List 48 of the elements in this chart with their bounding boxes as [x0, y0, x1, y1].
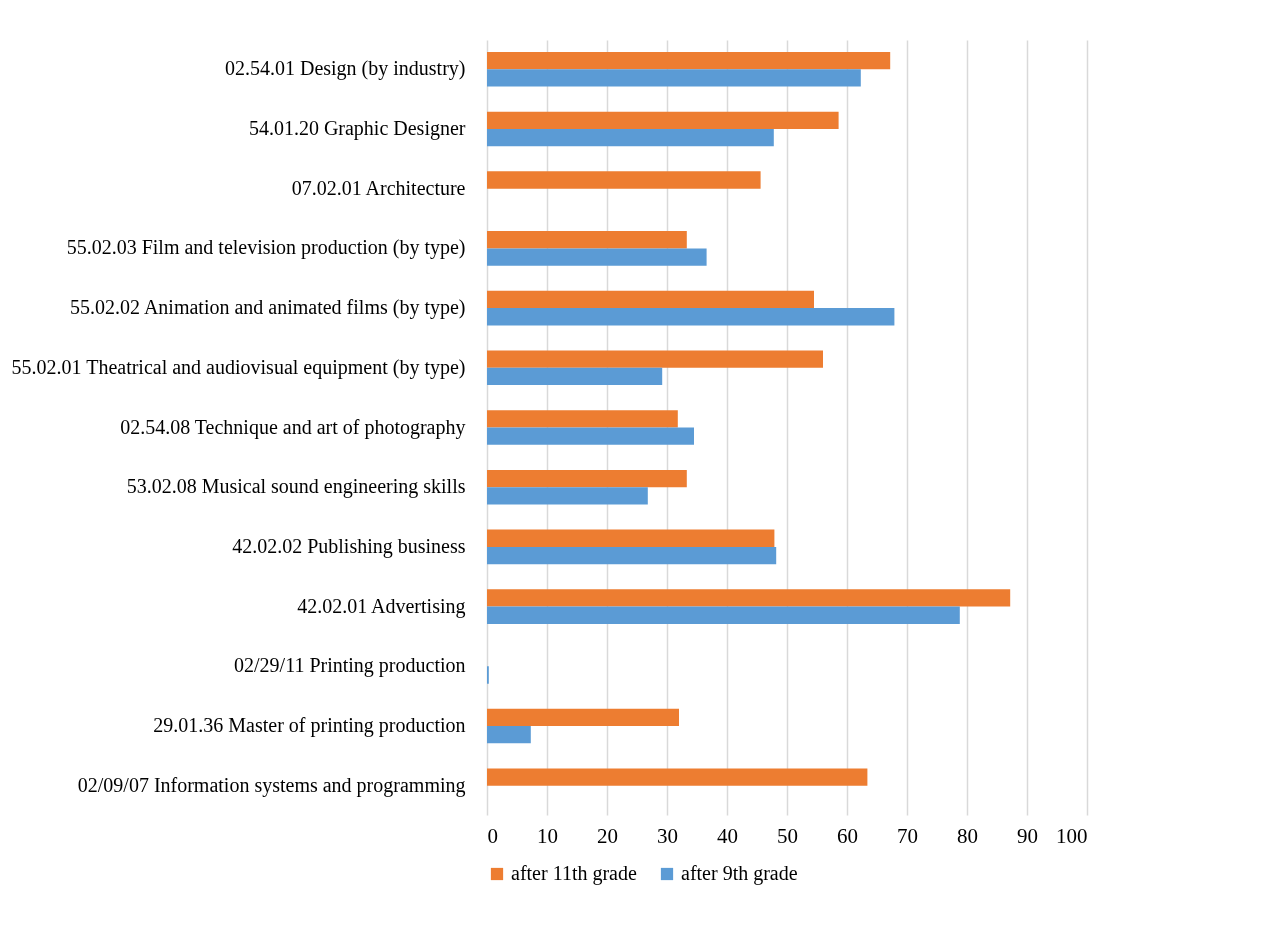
- bar: [487, 111, 839, 129]
- bar: [487, 308, 895, 326]
- bar: [487, 69, 861, 87]
- x-tick-label: 60: [837, 823, 858, 848]
- bar: [487, 290, 814, 309]
- bar: [487, 589, 1011, 607]
- y-tick-label: 42.02.02 Publishing business: [232, 534, 466, 558]
- y-tick-label: 02.54.08 Technique and art of photography: [120, 415, 466, 439]
- bar: [487, 469, 687, 488]
- bar: [487, 51, 891, 70]
- bar: [487, 529, 775, 547]
- x-tick-label: 90: [1017, 823, 1038, 848]
- y-tick-label: 02/29/11 Printing production: [234, 654, 466, 678]
- x-tick-label: 80: [957, 823, 978, 848]
- y-tick-label: 02.54.01 Design (by industry): [224, 57, 466, 81]
- y-tick-label: 07.02.01 Architecture: [291, 176, 466, 199]
- y-tick-label: 53.02.08 Musical sound engineering skills: [126, 475, 466, 499]
- legend-label: after 11th grade: [511, 862, 637, 885]
- bar: [487, 708, 679, 727]
- bar: [487, 768, 868, 786]
- bar: [487, 350, 823, 368]
- x-tick-label: 70: [897, 823, 918, 848]
- y-tick-label: 29.01.36 Master of printing production: [153, 714, 466, 738]
- y-tick-label: 54.01.20 Graphic Designer: [248, 116, 466, 140]
- bar: [487, 546, 777, 565]
- y-tick-label: 55.02.03 Film and television production (by type): [66, 236, 466, 260]
- bar: [487, 487, 648, 505]
- x-tick-label: 0: [487, 823, 498, 848]
- x-tick-label: 50: [777, 823, 798, 848]
- bar: [487, 231, 687, 249]
- x-tick-label: 30: [657, 823, 678, 848]
- bar: [487, 171, 761, 189]
- x-tick-label: 100: [1056, 823, 1088, 848]
- bar: [487, 606, 960, 624]
- bar: [487, 248, 707, 266]
- x-tick-label: 10: [537, 823, 558, 848]
- y-tick-label: 55.02.02 Animation and animated films (by type): [70, 296, 466, 320]
- y-tick-label: 55.02.01 Theatrical and audiovisual equipment (by type): [11, 355, 466, 379]
- bar: [487, 427, 694, 445]
- bar: [487, 410, 678, 428]
- y-tick-label: 42.02.01 Advertising: [297, 594, 466, 618]
- x-tick-label: 40: [717, 823, 738, 848]
- y-tick-label: 02/09/07 Information systems and programming: [77, 773, 466, 797]
- bar: [487, 367, 663, 386]
- legend-label: after 9th grade: [681, 862, 798, 885]
- x-tick-label: 20: [597, 823, 618, 848]
- bar: [487, 128, 774, 147]
- bar: [487, 726, 531, 744]
